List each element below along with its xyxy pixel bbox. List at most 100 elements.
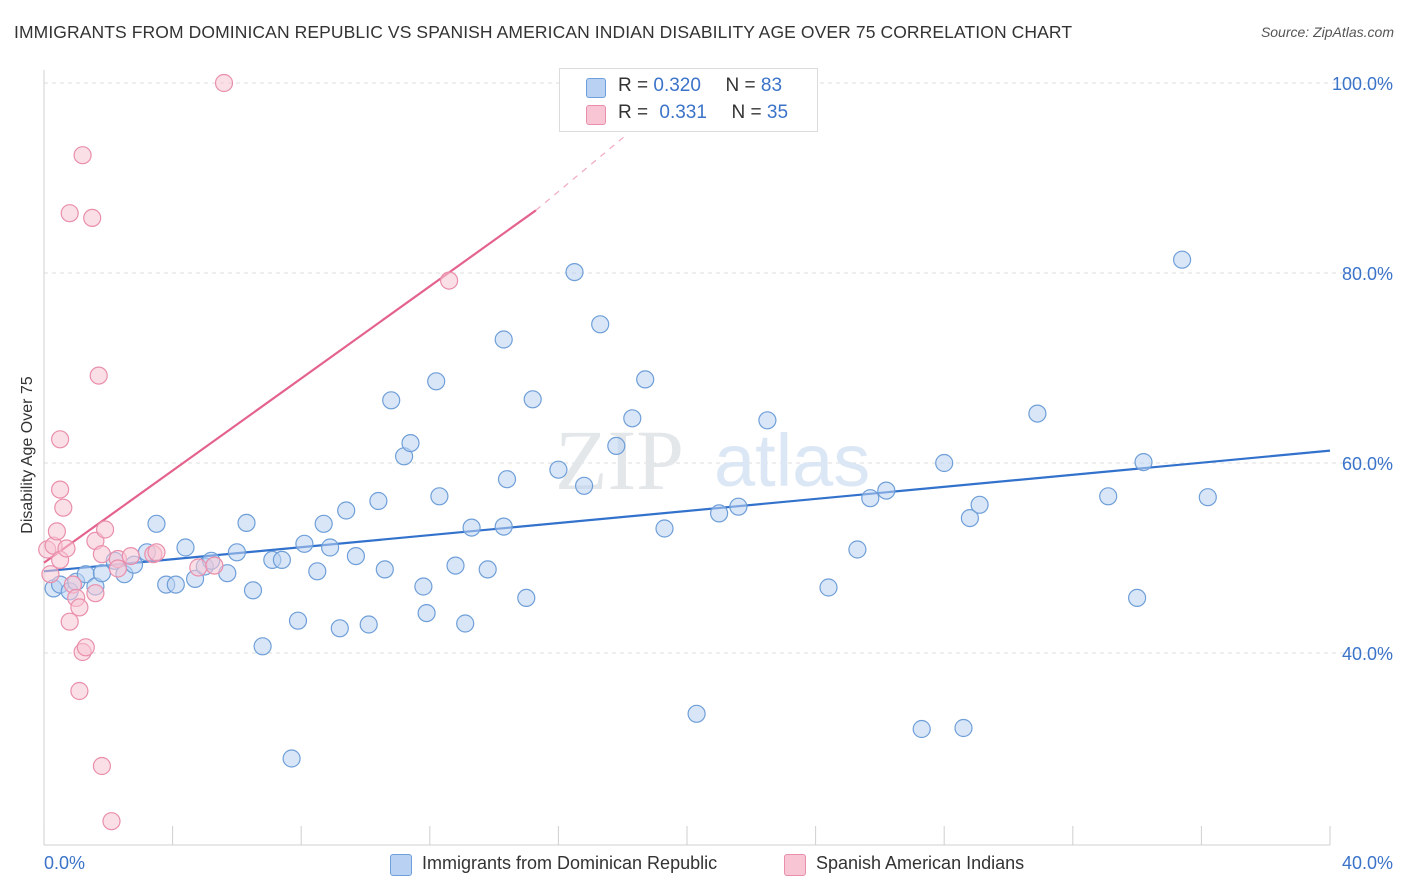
data-point-pink xyxy=(147,543,166,562)
data-point-pink xyxy=(92,545,112,564)
data-point-blue xyxy=(591,315,610,334)
data-point-blue xyxy=(574,476,594,495)
data-point-blue xyxy=(960,508,980,528)
data-point-pink xyxy=(60,204,79,223)
data-point-pink xyxy=(440,271,459,290)
data-point-pink xyxy=(70,598,89,617)
data-point-blue xyxy=(877,481,896,500)
data-point-blue xyxy=(1172,250,1192,269)
data-point-pink xyxy=(50,430,70,449)
trend-line-pink xyxy=(43,209,537,564)
data-point-blue xyxy=(243,581,263,600)
bottom-legend-label-blue: Immigrants from Dominican Republic xyxy=(422,853,718,873)
data-point-blue xyxy=(1198,488,1217,507)
data-point-pink xyxy=(95,520,115,539)
data-point-pink xyxy=(205,556,224,575)
grid-layer xyxy=(44,82,1392,654)
data-point-pink xyxy=(121,546,140,566)
data-point-blue xyxy=(954,718,973,738)
data-point-blue xyxy=(523,390,542,409)
legend-n-value-pink: 35 xyxy=(766,102,789,123)
data-point-blue xyxy=(494,330,513,349)
data-point-blue xyxy=(687,704,706,723)
data-point-pink xyxy=(189,558,208,577)
legend-text-pink: R = 0.331 N = 35 xyxy=(618,102,788,124)
source-label: Source: ZipAtlas.com xyxy=(1260,24,1394,40)
legend-n-label: N = xyxy=(725,75,756,96)
data-point-pink xyxy=(73,146,92,165)
data-point-blue xyxy=(253,637,272,656)
y-tick-label: 80.0% xyxy=(1342,264,1393,284)
legend-r-value-pink: 0.331 xyxy=(659,102,707,123)
data-point-blue xyxy=(565,263,584,282)
data-point-blue xyxy=(1028,404,1047,423)
data-point-blue xyxy=(92,564,112,583)
data-point-blue xyxy=(282,749,301,768)
data-point-blue xyxy=(655,519,674,538)
axis-layer xyxy=(43,70,1331,846)
data-point-blue xyxy=(401,434,420,453)
data-point-blue xyxy=(729,497,748,516)
data-point-pink xyxy=(57,539,76,558)
data-point-pink xyxy=(47,522,67,541)
data-point-blue xyxy=(462,518,481,537)
data-point-blue xyxy=(709,504,729,523)
data-point-blue xyxy=(308,562,327,581)
tick-label-layer: 40.0% 60.0% 80.0% 100.0% 0.0% 40.0% xyxy=(44,74,1393,873)
data-point-pink xyxy=(41,565,60,584)
data-point-blue xyxy=(427,372,446,391)
y-tick-label: 40.0% xyxy=(1342,644,1393,664)
data-point-blue xyxy=(314,514,333,533)
data-point-pink xyxy=(102,812,121,831)
chart-title: IMMIGRANTS FROM DOMINICAN REPUBLIC VS SP… xyxy=(14,22,1073,42)
data-point-blue xyxy=(623,409,642,428)
data-point-pink xyxy=(86,584,105,603)
data-point-blue xyxy=(607,436,626,455)
legend-r-label: R = xyxy=(618,102,649,123)
data-point-blue xyxy=(237,513,256,533)
trend-layer xyxy=(43,134,1331,573)
y-tick-label: 60.0% xyxy=(1342,454,1393,474)
legend-r-value-blue: 0.320 xyxy=(653,75,701,96)
y-axis-label: Disability Age Over 75 xyxy=(19,376,36,534)
data-point-blue xyxy=(517,588,536,608)
trend-line-blue xyxy=(43,449,1331,573)
y-tick-label: 100.0% xyxy=(1332,74,1393,94)
data-point-blue xyxy=(430,487,449,506)
data-point-blue xyxy=(848,540,867,559)
data-point-blue xyxy=(1134,453,1153,472)
data-point-blue xyxy=(147,514,166,533)
data-point-blue xyxy=(369,491,388,511)
data-point-blue xyxy=(636,370,655,389)
data-point-blue xyxy=(417,603,436,623)
data-point-pink xyxy=(214,73,234,93)
data-point-blue xyxy=(456,614,475,633)
data-point-blue xyxy=(494,517,513,536)
legend-swatch-pink xyxy=(586,105,606,125)
legend-text-blue: R = 0.320 N = 83 xyxy=(618,75,782,97)
watermark: ZIP atlas xyxy=(555,412,870,508)
data-point-pink xyxy=(76,638,95,657)
data-point-blue xyxy=(861,489,880,508)
data-point-blue xyxy=(912,719,931,739)
data-point-blue xyxy=(359,615,378,634)
data-point-blue xyxy=(1099,487,1118,506)
data-point-blue xyxy=(549,460,568,479)
data-point-blue xyxy=(337,501,356,520)
data-point-blue xyxy=(375,560,394,579)
data-point-blue xyxy=(346,546,365,566)
data-point-pink xyxy=(108,559,128,578)
bottom-legend-label-pink: Spanish American Indians xyxy=(816,853,1025,873)
correlation-legend: R = 0.320 N = 83 R = 0.331 N = 35 xyxy=(559,68,818,132)
legend-swatch-blue xyxy=(586,78,606,98)
trend-line-pink-extension xyxy=(535,134,627,211)
data-point-blue xyxy=(272,550,291,570)
data-point-blue xyxy=(935,453,954,473)
watermark-atlas: atlas xyxy=(714,419,870,502)
data-point-pink xyxy=(60,612,79,631)
x-tick-label: 0.0% xyxy=(44,853,85,873)
data-point-blue xyxy=(295,534,314,553)
data-point-pink xyxy=(70,681,89,701)
data-point-blue xyxy=(497,470,517,489)
